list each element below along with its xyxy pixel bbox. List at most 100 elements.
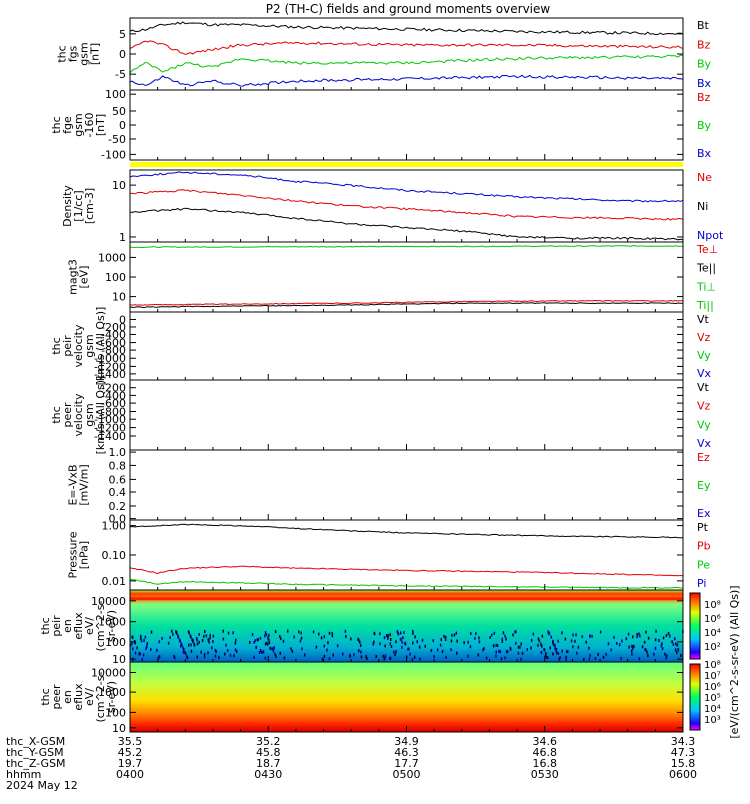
spectrogram-speckle xyxy=(505,650,508,654)
spectrogram-speckle xyxy=(300,636,303,640)
spectrogram-speckle xyxy=(661,647,664,651)
spectrogram-speckle xyxy=(336,644,339,648)
spectrogram-speckle xyxy=(450,639,453,643)
spectrogram-speckle xyxy=(547,630,549,634)
spectrogram-speckle xyxy=(411,658,414,662)
spectrogram-speckle xyxy=(394,653,396,657)
y-axis-label: thc xyxy=(50,337,63,354)
spectrogram-speckle xyxy=(641,645,644,649)
spectrogram-speckle xyxy=(419,657,421,661)
y-axis-label: E=-VxB xyxy=(67,464,80,505)
spectrogram-speckle xyxy=(181,643,183,647)
spectrogram-speckle xyxy=(408,647,410,651)
spectrogram-speckle xyxy=(318,632,320,636)
spectrogram-speckle xyxy=(360,650,362,654)
spectrogram-speckle xyxy=(496,644,499,647)
spectrogram-speckle xyxy=(632,635,634,639)
spectrogram-speckle xyxy=(389,633,391,637)
spectrogram-speckle xyxy=(209,633,211,637)
panel-frame xyxy=(129,379,684,451)
spectrogram-speckle xyxy=(384,656,386,660)
y-axis-label: [eV] xyxy=(78,266,91,289)
spectrogram-speckle xyxy=(548,632,550,636)
spectrogram-speckle xyxy=(501,639,504,643)
spectrogram-speckle xyxy=(143,638,145,642)
y-tick-label: 100 xyxy=(105,706,126,719)
spectrogram-speckle xyxy=(504,634,506,638)
x-axis-value: 0430 xyxy=(254,768,282,781)
spectrogram-speckle xyxy=(214,654,217,658)
spectrogram-speckle xyxy=(142,653,145,657)
spectrogram-speckle xyxy=(266,641,268,645)
spectrogram-speckle xyxy=(387,636,389,640)
spectrogram-speckle xyxy=(552,641,554,645)
spectrogram-speckle xyxy=(585,640,587,644)
panel-peer-velocity: -200-400-600-800-1000-1200-1400 thcpeerve… xyxy=(50,376,712,455)
spectrogram-speckle xyxy=(661,642,663,646)
spectrogram-speckle xyxy=(139,652,141,656)
y-tick-label: 10 xyxy=(112,179,126,192)
spectrogram-speckle xyxy=(552,652,554,656)
spectrogram-speckle xyxy=(555,648,557,652)
spectrogram-speckle xyxy=(373,640,375,644)
y-axis-label: [nT] xyxy=(89,43,102,65)
spectrogram-speckle xyxy=(227,631,230,635)
series-Bx xyxy=(129,74,684,87)
y-axis-label: peer xyxy=(50,684,63,710)
spectrogram-speckle xyxy=(344,629,347,633)
spectrogram-speckle xyxy=(204,630,206,633)
y-tick-label: -800 xyxy=(101,344,126,357)
spectrogram-speckle xyxy=(249,640,251,644)
y-axis-label: eflux xyxy=(72,683,85,711)
spectrogram-speckle xyxy=(456,651,458,655)
x-axis-value: 0500 xyxy=(393,768,421,781)
colorbar-top xyxy=(689,592,701,660)
spectrogram-speckle xyxy=(631,652,633,656)
spectrogram-speckle xyxy=(227,649,229,652)
y-tick-label: 0.10 xyxy=(102,549,127,562)
series-Te|| xyxy=(129,302,684,309)
y-tick-label: -600 xyxy=(101,337,126,350)
spectrogram-speckle xyxy=(130,643,132,647)
spectrogram-speckle xyxy=(331,634,334,638)
panel-frame xyxy=(129,17,684,91)
spectrogram-speckle xyxy=(662,636,665,640)
spectrogram-speckle xyxy=(515,630,517,634)
spectrogram-speckle xyxy=(475,632,477,636)
spectrogram-speckle xyxy=(269,646,271,650)
y-axis-label: thc xyxy=(56,45,69,62)
spectrogram-speckle xyxy=(453,633,456,637)
spectrogram-speckle xyxy=(188,631,190,635)
spectrogram-speckle xyxy=(253,640,255,644)
x-axis-value: 16.8 xyxy=(533,757,558,770)
spectrogram-speckle xyxy=(625,637,628,641)
y-axis-label: peer xyxy=(61,402,74,428)
legend-label: Ey xyxy=(697,479,711,492)
spectrogram-speckle xyxy=(581,635,583,639)
spectrogram-speckle xyxy=(450,648,452,652)
y-tick-label: 100 xyxy=(105,636,126,649)
colorbar-label: [eV/(cm^2-s-sr-eV) (All Qs)] xyxy=(728,585,741,738)
spectrogram-speckle xyxy=(413,655,416,659)
y-tick-label: -400 xyxy=(101,389,126,402)
y-axis-label: [nT] xyxy=(94,114,107,136)
y-tick-label: -1400 xyxy=(94,430,126,443)
spectrogram-speckle xyxy=(342,652,344,656)
spectrogram-speckle xyxy=(485,656,488,660)
spectrogram-speckle xyxy=(671,640,673,644)
series-Bt xyxy=(129,21,684,36)
spectrogram-speckle xyxy=(530,646,532,650)
spectrogram-speckle xyxy=(669,634,671,638)
spectrogram-speckle xyxy=(353,653,355,657)
spectrogram-speckle xyxy=(467,654,469,658)
spectrogram-speckle xyxy=(566,650,568,654)
spectrogram-speckle xyxy=(323,644,325,648)
x-axis-row-label: thc_X-GSM xyxy=(6,735,65,748)
panel-pressure: 1.00 0.10 0.01 Pressure[nPa] Pt Pb Pe Pi xyxy=(67,519,711,591)
x-axis-value: 17.7 xyxy=(394,757,419,770)
spectrogram-speckle xyxy=(439,643,442,647)
colorbar-tick-label: 10⁷ xyxy=(704,671,721,682)
spectrogram-speckle xyxy=(550,635,552,639)
